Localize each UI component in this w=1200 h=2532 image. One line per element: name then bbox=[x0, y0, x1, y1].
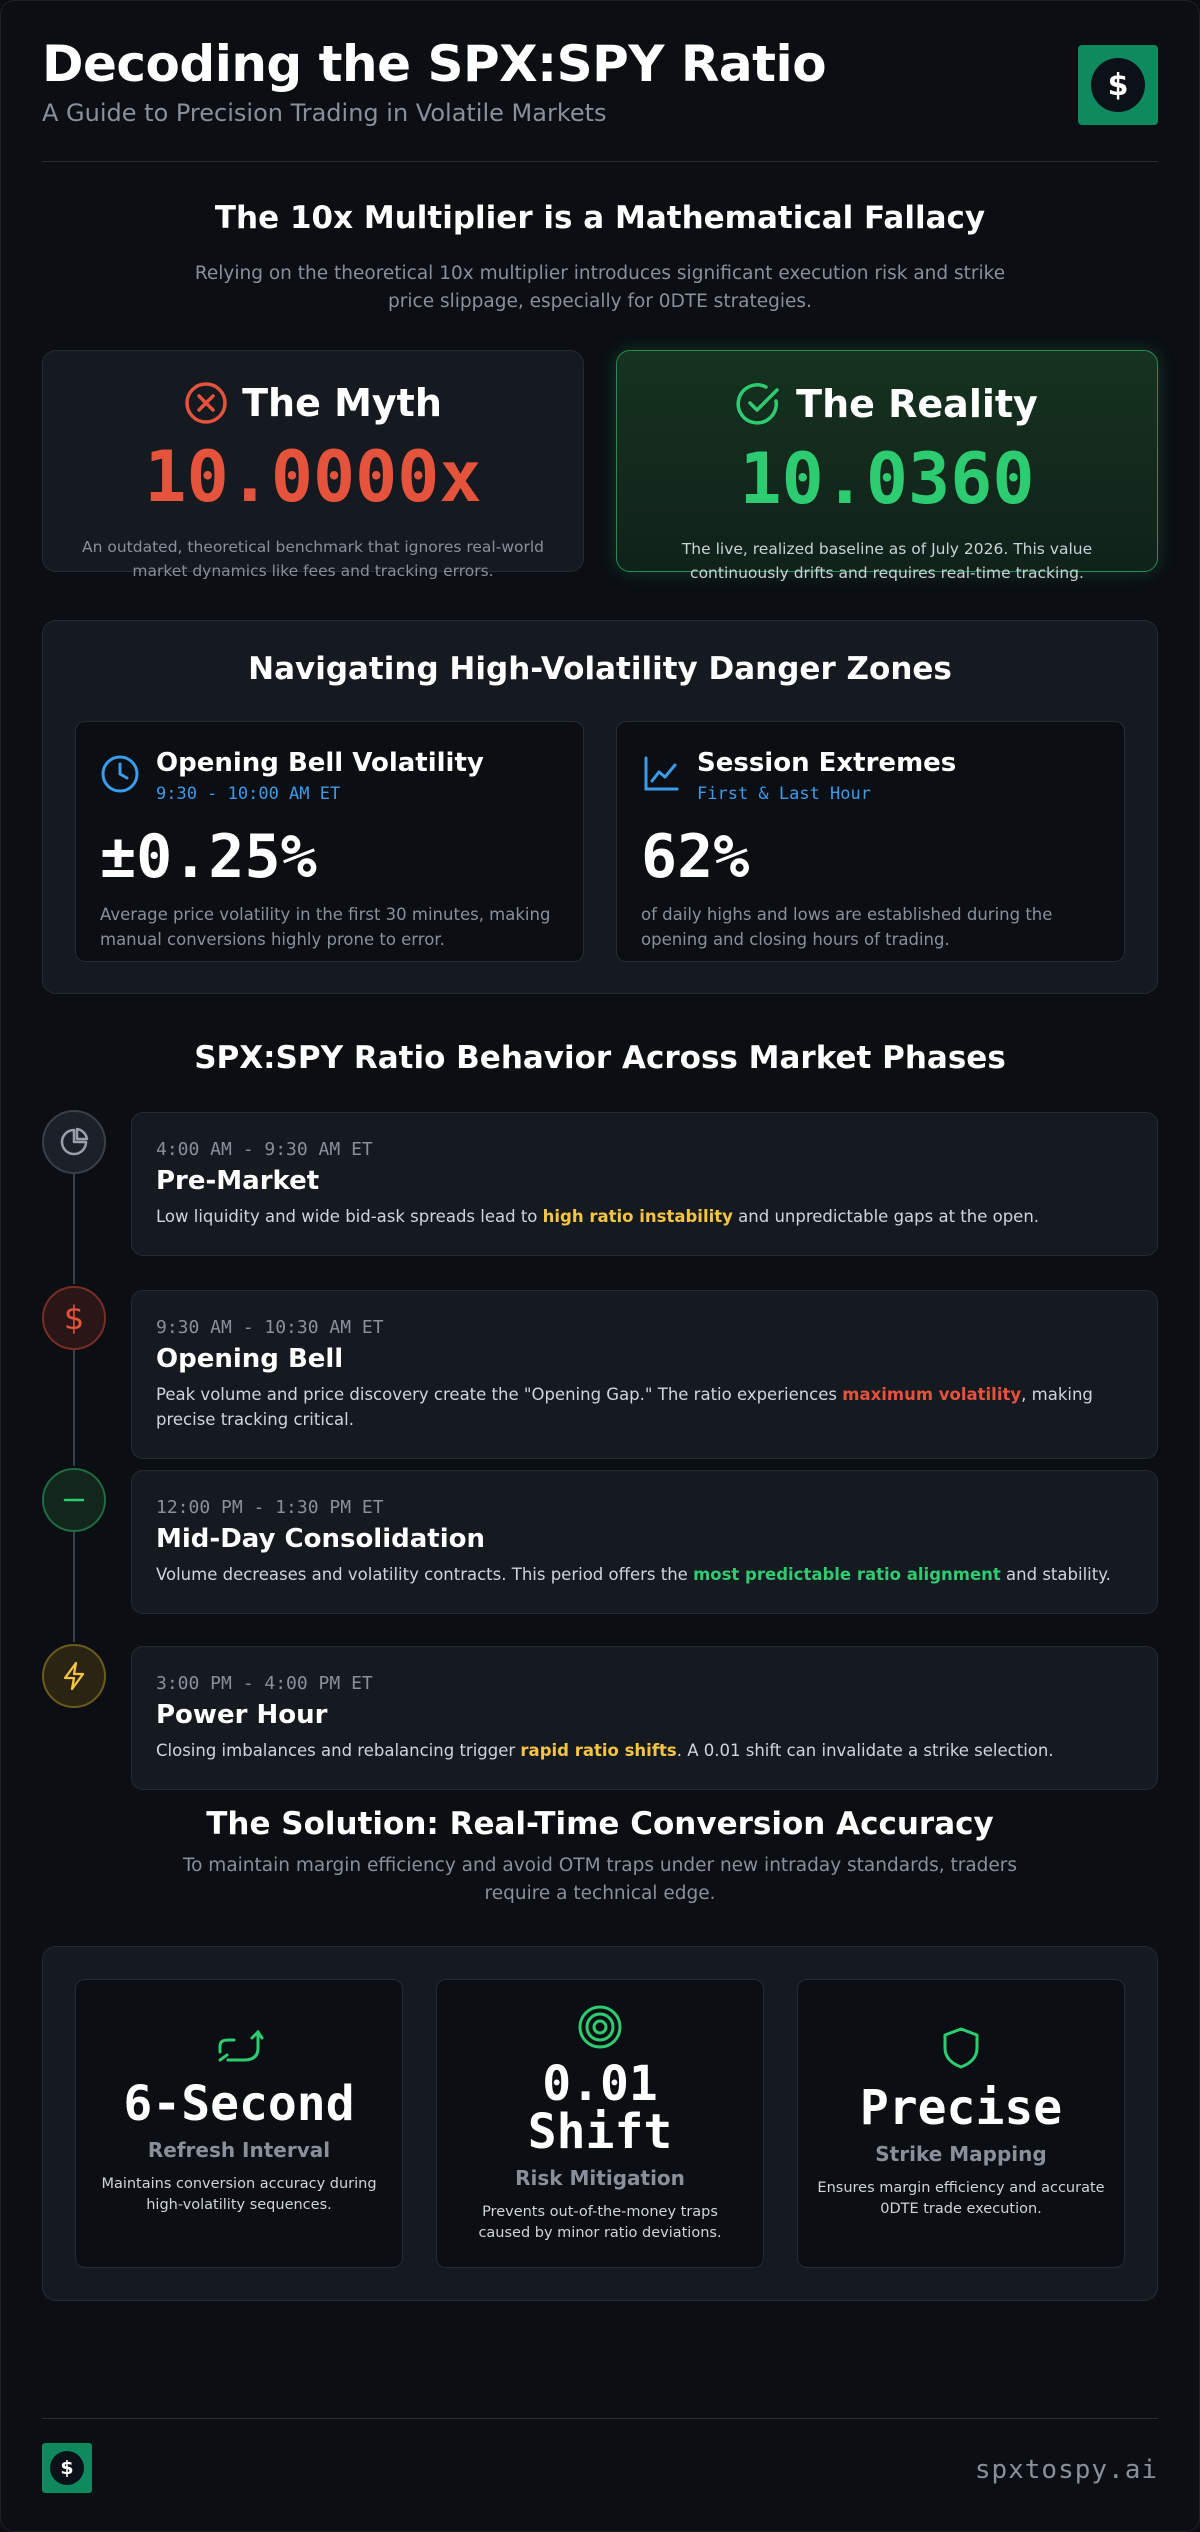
phase-highlight: maximum volatility bbox=[842, 1385, 1022, 1404]
danger-card-opening: Opening Bell Volatility 9:30 - 10:00 AM … bbox=[75, 721, 584, 962]
phase-time: 9:30 AM - 10:30 AM ET bbox=[156, 1317, 384, 1338]
solution-description: Maintains conversion accuracy during hig… bbox=[101, 2176, 377, 2213]
fallacy-lead: Relying on the theoretical 10x multiplie… bbox=[194, 263, 1006, 312]
phase-time: 4:00 AM - 9:30 AM ET bbox=[156, 1139, 373, 1160]
x-circle-icon bbox=[185, 382, 227, 424]
solution-heading: The Solution: Real-Time Conversion Accur… bbox=[206, 1806, 994, 1842]
check-circle-icon bbox=[736, 383, 779, 425]
phase-highlight: most predictable ratio alignment bbox=[693, 1565, 1001, 1584]
dollar-logo-icon: $ bbox=[1091, 58, 1145, 112]
page-title: Decoding the SPX:SPY Ratio bbox=[42, 35, 827, 93]
reality-value: 10.0360 bbox=[739, 438, 1035, 520]
danger-card-title: Opening Bell Volatility bbox=[156, 748, 484, 778]
solution-value: Precise bbox=[859, 2080, 1063, 2136]
danger-card-title: Session Extremes bbox=[697, 748, 957, 778]
danger-card-time: First & Last Hour bbox=[697, 784, 871, 804]
phase-highlight: rapid ratio shifts bbox=[520, 1741, 677, 1760]
solution-card-shift: 0.01 Shift Risk Mitigation Prevents out-… bbox=[436, 1979, 764, 2268]
shield-icon bbox=[943, 2027, 979, 2069]
phase-description: Peak volume and price discovery create t… bbox=[156, 1385, 1093, 1429]
footer-brand[interactable]: spxtospy.ai bbox=[974, 2455, 1158, 2485]
minus-icon bbox=[42, 1468, 106, 1532]
fallacy-section: The 10x Multiplier is a Mathematical Fal… bbox=[42, 200, 1158, 582]
phase-card-mid-day: 12:00 PM - 1:30 PM ET Mid-Day Consolidat… bbox=[131, 1470, 1158, 1614]
solution-card-precise: Precise Strike Mapping Ensures margin ef… bbox=[797, 1979, 1125, 2268]
timeline-item: $ 9:30 AM - 10:30 AM ET Opening Bell Pea… bbox=[42, 1286, 1158, 1468]
solution-value: 0.01 Shift bbox=[527, 2056, 673, 2160]
phase-card-pre-market: 4:00 AM - 9:30 AM ET Pre-Market Low liqu… bbox=[131, 1112, 1158, 1256]
pie-chart-icon bbox=[42, 1110, 106, 1174]
lightning-icon bbox=[42, 1644, 106, 1708]
myth-card: The Myth 10.0000x An outdated, theoretic… bbox=[42, 350, 584, 580]
clock-icon bbox=[101, 755, 139, 793]
myth-value: 10.0000x bbox=[144, 436, 482, 518]
fallacy-heading: The 10x Multiplier is a Mathematical Fal… bbox=[214, 200, 986, 236]
solution-section: The Solution: Real-Time Conversion Accur… bbox=[42, 1806, 1158, 2301]
danger-card-description: of daily highs and lows are established … bbox=[641, 905, 1053, 949]
myth-title: The Myth bbox=[242, 381, 442, 425]
solution-description: Prevents out-of-the-money traps caused b… bbox=[478, 2204, 722, 2241]
danger-heading: Navigating High-Volatility Danger Zones bbox=[248, 651, 952, 687]
phase-card-power-hour: 3:00 PM - 4:00 PM ET Power Hour Closing … bbox=[131, 1646, 1158, 1790]
dollar-icon: $ bbox=[42, 1286, 106, 1350]
solution-lead: To maintain margin efficiency and avoid … bbox=[182, 1855, 1018, 1904]
target-icon bbox=[578, 2005, 622, 2049]
phase-name: Mid-Day Consolidation bbox=[156, 1524, 485, 1554]
header: Decoding the SPX:SPY Ratio A Guide to Pr… bbox=[42, 1, 1158, 162]
reality-title: The Reality bbox=[796, 382, 1038, 426]
solution-label: Refresh Interval bbox=[147, 2138, 331, 2162]
danger-card-value: 62% bbox=[641, 822, 750, 892]
dollar-logo-icon: $ bbox=[50, 2451, 84, 2485]
danger-card-description: Average price volatility in the first 30… bbox=[100, 905, 551, 949]
solution-value: 6-Second bbox=[123, 2076, 355, 2132]
timeline-item: 3:00 PM - 4:00 PM ET Power Hour Closing … bbox=[42, 1644, 1158, 1794]
phases-section: SPX:SPY Ratio Behavior Across Market Pha… bbox=[42, 1040, 1158, 1794]
phase-description: Closing imbalances and rebalancing trigg… bbox=[156, 1741, 1054, 1760]
line-chart-icon bbox=[644, 756, 679, 791]
phase-name: Opening Bell bbox=[156, 1344, 344, 1374]
reality-card: The Reality 10.0360 The live, realized b… bbox=[616, 350, 1158, 582]
reality-description: The live, realized baseline as of July 2… bbox=[681, 540, 1093, 582]
logo[interactable]: $ bbox=[1078, 45, 1158, 125]
solution-card-refresh: 6-Second Refresh Interval Maintains conv… bbox=[75, 1979, 403, 2268]
phase-highlight: high ratio instability bbox=[542, 1207, 733, 1226]
solution-label: Strike Mapping bbox=[875, 2142, 1047, 2166]
page-subtitle: A Guide to Precision Trading in Volatile… bbox=[42, 99, 607, 127]
phase-description: Volume decreases and volatility contract… bbox=[156, 1565, 1111, 1584]
phase-time: 12:00 PM - 1:30 PM ET bbox=[156, 1497, 384, 1518]
phase-name: Pre-Market bbox=[156, 1166, 320, 1196]
timeline-item: 12:00 PM - 1:30 PM ET Mid-Day Consolidat… bbox=[42, 1468, 1158, 1644]
phase-name: Power Hour bbox=[156, 1700, 328, 1730]
solution-label: Risk Mitigation bbox=[515, 2166, 685, 2190]
phase-time: 3:00 PM - 4:00 PM ET bbox=[156, 1673, 373, 1694]
solution-description: Ensures margin efficiency and accurate 0… bbox=[817, 2180, 1105, 2217]
danger-card-time: 9:30 - 10:00 AM ET bbox=[156, 784, 341, 804]
phase-description: Low liquidity and wide bid-ask spreads l… bbox=[156, 1207, 1040, 1226]
footer-logo[interactable]: $ bbox=[42, 2443, 92, 2493]
timeline-item: 4:00 AM - 9:30 AM ET Pre-Market Low liqu… bbox=[42, 1110, 1158, 1286]
phase-card-opening-bell: 9:30 AM - 10:30 AM ET Opening Bell Peak … bbox=[131, 1290, 1158, 1459]
footer: $ spxtospy.ai bbox=[42, 2418, 1158, 2528]
danger-card-value: ±0.25% bbox=[100, 822, 317, 892]
solution-panel: 6-Second Refresh Interval Maintains conv… bbox=[42, 1946, 1158, 2301]
danger-card-extremes: Session Extremes First & Last Hour 62% o… bbox=[616, 721, 1125, 962]
myth-description: An outdated, theoretical benchmark that … bbox=[82, 538, 544, 580]
phases-heading: SPX:SPY Ratio Behavior Across Market Pha… bbox=[194, 1040, 1006, 1076]
danger-zones-panel: Navigating High-Volatility Danger Zones … bbox=[42, 620, 1158, 994]
refresh-arrows-icon bbox=[218, 2029, 264, 2062]
